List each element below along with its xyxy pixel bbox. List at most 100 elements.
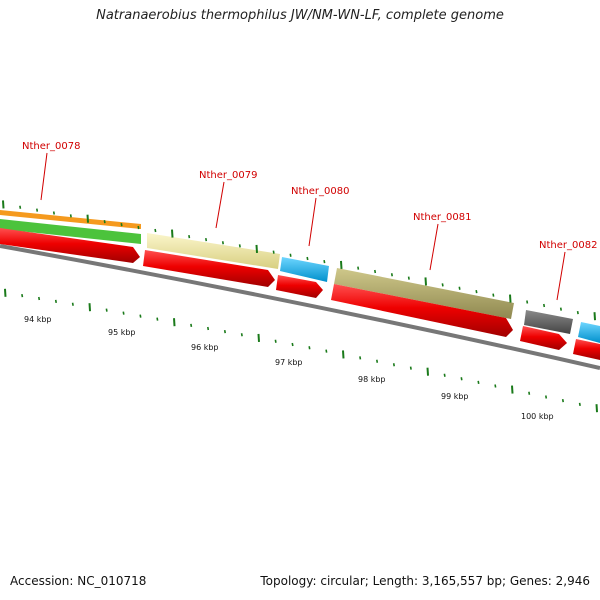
- gene-label-nther-0079: Nther_0079: [199, 170, 257, 181]
- orange-feature: [0, 210, 141, 229]
- gene-label-nther-0082: Nther_0082: [539, 240, 597, 251]
- cyan-feature-2: [578, 322, 600, 343]
- minor-tick: [308, 346, 311, 350]
- minor-tick: [477, 380, 480, 384]
- gene-label-pointer: [556, 251, 566, 301]
- cds-arrow: [331, 284, 513, 337]
- major-tick: [424, 277, 427, 286]
- minor-tick: [238, 244, 241, 248]
- minor-tick: [323, 260, 326, 264]
- minor-tick: [154, 228, 157, 233]
- gene-label-pointer: [40, 152, 48, 201]
- cds-arrow: [520, 326, 567, 350]
- minor-tick: [289, 253, 292, 257]
- minor-tick: [407, 276, 410, 280]
- minor-tick: [36, 208, 39, 212]
- minor-tick: [52, 211, 55, 215]
- minor-tick: [19, 205, 22, 209]
- minor-tick: [528, 391, 531, 395]
- upper-ticks: [2, 200, 596, 321]
- scale-label-99kbp: 99 kbp: [441, 392, 469, 401]
- minor-tick: [441, 283, 444, 287]
- minor-tick: [561, 399, 564, 403]
- gene-label-pointer: [215, 181, 225, 229]
- scale-label-97kbp: 97 kbp: [275, 358, 303, 367]
- cds-arrow: [573, 339, 600, 360]
- minor-tick: [545, 395, 548, 399]
- minor-tick: [390, 273, 393, 277]
- minor-tick: [376, 359, 379, 363]
- genome-backbone: [0, 244, 600, 370]
- minor-tick: [190, 323, 193, 327]
- minor-tick: [492, 293, 495, 297]
- major-tick: [511, 385, 514, 394]
- minor-tick: [272, 250, 275, 254]
- minor-tick: [543, 303, 546, 308]
- major-tick: [2, 200, 5, 209]
- minor-tick: [576, 311, 579, 315]
- minor-tick: [71, 302, 74, 306]
- genome-title: Natranaerobius thermophilus JW/NM-WN-LF,…: [96, 8, 504, 23]
- major-tick: [171, 229, 174, 238]
- minor-tick: [240, 333, 243, 337]
- major-tick: [342, 350, 345, 359]
- olive-feature: [334, 268, 514, 319]
- minor-tick: [359, 356, 362, 360]
- major-tick: [593, 312, 596, 321]
- minor-tick: [526, 300, 529, 304]
- pale-yellow-feature: [147, 233, 280, 269]
- minor-tick: [392, 363, 395, 367]
- scale-label-96kbp: 96 kbp: [191, 343, 219, 352]
- minor-tick: [54, 299, 57, 303]
- minor-tick: [494, 384, 497, 388]
- major-tick: [257, 333, 260, 343]
- cds-arrow: [276, 275, 323, 298]
- minor-tick: [156, 317, 159, 321]
- gene-label-nther-0081: Nther_0081: [413, 212, 471, 223]
- minor-tick: [207, 326, 210, 331]
- major-tick: [509, 294, 512, 303]
- minor-tick: [443, 373, 446, 377]
- minor-tick: [137, 225, 140, 230]
- minor-tick: [357, 266, 360, 270]
- cds-arrow: [143, 250, 275, 287]
- green-feature: [0, 219, 141, 244]
- minor-tick: [188, 234, 191, 239]
- gene-label-nther-0078: Nther_0078: [22, 141, 80, 152]
- minor-tick: [69, 214, 72, 218]
- minor-tick: [221, 241, 224, 245]
- minor-tick: [559, 307, 562, 311]
- minor-tick: [409, 366, 412, 370]
- dark-gray-feature: [524, 310, 573, 334]
- cds-arrow: [0, 228, 140, 263]
- minor-tick: [103, 220, 106, 224]
- minor-tick: [21, 294, 24, 298]
- minor-tick: [139, 314, 142, 318]
- genome-stats-text: Topology: circular; Length: 3,165,557 bp…: [260, 574, 590, 588]
- minor-tick: [325, 349, 328, 353]
- minor-tick: [38, 296, 41, 301]
- scale-label-94kbp: 94 kbp: [24, 315, 52, 324]
- minor-tick: [122, 311, 125, 315]
- major-tick: [173, 318, 176, 327]
- minor-tick: [205, 238, 208, 242]
- minor-tick: [223, 329, 226, 334]
- minor-tick: [274, 339, 277, 343]
- gene-label-pointer: [308, 197, 317, 247]
- major-tick: [86, 214, 89, 223]
- gene-label-pointer: [429, 223, 439, 271]
- minor-tick: [460, 377, 463, 381]
- major-tick: [340, 260, 343, 269]
- minor-tick: [458, 286, 461, 290]
- minor-tick: [306, 256, 309, 261]
- accession-text: Accession: NC_010718: [10, 574, 147, 588]
- minor-tick: [374, 269, 377, 274]
- minor-tick: [105, 308, 108, 312]
- scale-label-98kbp: 98 kbp: [358, 375, 386, 384]
- minor-tick: [120, 222, 123, 227]
- scale-ticks: [4, 288, 598, 413]
- minor-tick: [578, 402, 581, 407]
- minor-tick: [291, 342, 294, 347]
